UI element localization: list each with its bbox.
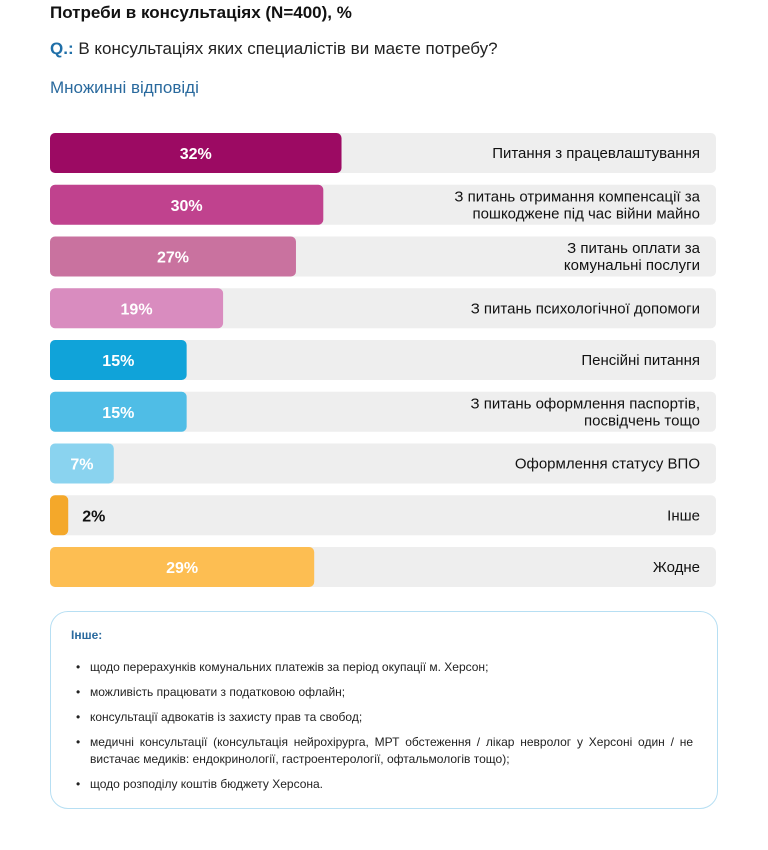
subtitle: Множинні відповіді	[50, 78, 199, 97]
bar-value-label: 32%	[180, 146, 212, 163]
note-item: щодо розподілу коштів бюджету Херсона.	[73, 776, 693, 793]
bar	[50, 443, 114, 484]
bar-value-label: 15%	[102, 405, 134, 422]
bar-value-label: 30%	[171, 198, 203, 215]
chart-title: Потреби в консультаціях (N=400), %	[50, 3, 352, 22]
bar-value-label: 15%	[102, 353, 134, 370]
category-label: З питань психологічної допомоги	[471, 300, 700, 317]
category-label: Питання з працевлаштування	[492, 145, 700, 162]
other-answers-box: Інше: щодо перерахунків комунальних плат…	[50, 611, 718, 809]
bar-chart: 32% Питання з працевлаштування 30% З питань…	[50, 133, 716, 587]
note-item: можливість працювати з податковою офлайн…	[73, 684, 693, 701]
bar	[50, 340, 187, 380]
category-label: Пенсійні питання	[581, 352, 700, 369]
bar	[50, 184, 324, 225]
question: Q.: В консультаціях яких специалістів ви…	[50, 39, 498, 59]
note-item: медичні консультації (консультація нейро…	[73, 734, 693, 768]
bar-track	[50, 495, 716, 536]
bar-track	[50, 443, 716, 484]
bar	[50, 547, 315, 587]
category-label: пошкоджене під час війни майно	[472, 205, 700, 222]
question-text: В консультаціях яких специалістів ви має…	[73, 39, 498, 58]
category-label: посвідчень тощо	[584, 412, 700, 429]
bar	[50, 236, 296, 277]
bar-value-label: 19%	[121, 301, 153, 318]
bar-value-label: 29%	[166, 560, 198, 577]
note-item: консультації адвокатів із захисту прав т…	[73, 709, 693, 726]
bar-value-label: 7%	[70, 457, 93, 474]
category-label: З питань оплати за	[567, 240, 701, 257]
bar-value-label: 27%	[157, 250, 189, 267]
bar	[50, 133, 342, 173]
note-item: щодо перерахунків комунальних платежів з…	[73, 659, 693, 676]
category-label: комунальні послуги	[564, 257, 700, 274]
bar-track	[50, 391, 716, 432]
bar	[50, 495, 69, 536]
category-label: Жодне	[653, 559, 700, 576]
notes-list: щодо перерахунків комунальних платежів з…	[73, 659, 693, 801]
category-label: Інше	[667, 507, 700, 524]
notes-title: Інше:	[71, 628, 103, 642]
bar	[50, 288, 224, 329]
category-label: З питань отримання компенсації за	[454, 188, 700, 205]
bar-track	[50, 340, 716, 380]
bar	[50, 391, 187, 432]
category-label: Оформлення статусу ВПО	[515, 456, 700, 473]
question-prefix: Q.:	[50, 39, 74, 58]
bar-value-label: 2%	[82, 508, 105, 525]
category-label: З питань оформлення паспортів,	[471, 395, 700, 412]
